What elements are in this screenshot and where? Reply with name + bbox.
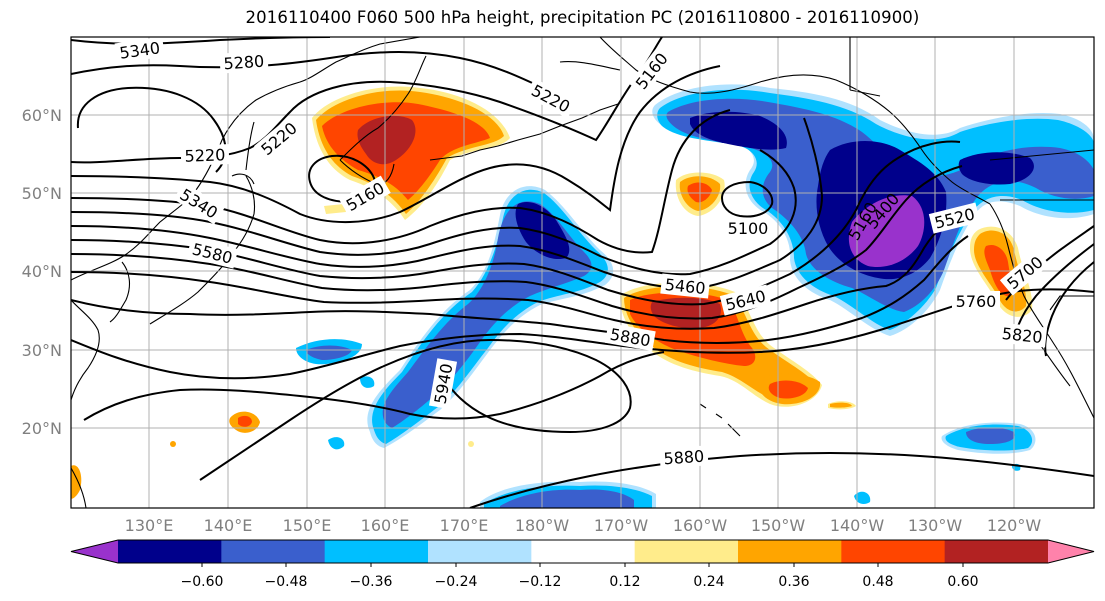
colorbar-cell: [531, 540, 636, 563]
colorbar-tick-label: 0.60: [947, 574, 978, 590]
colorbar-tick-label: 0.24: [693, 574, 724, 590]
precip-positive-small-spots: [71, 204, 856, 499]
colorbar-tick-label: −0.12: [519, 574, 562, 590]
lat-label-20n: 20°N: [22, 419, 62, 438]
contour-label: 5280: [223, 52, 265, 74]
colorbar-cell: [221, 540, 326, 563]
colorbar-outline: [70, 539, 1095, 564]
lat-label-40n: 40°N: [22, 262, 62, 281]
lon-label: 140°W: [830, 516, 885, 535]
colorbar-tick-label: 0.36: [778, 574, 809, 590]
precip-positive-kamchatka: [312, 86, 510, 220]
lon-label: 160°E: [361, 516, 410, 535]
colorbar-cell: [324, 540, 429, 563]
lon-label: 150°E: [283, 516, 332, 535]
colorbar-cells: [70, 539, 1095, 567]
contour-label: 5100: [728, 219, 769, 238]
colorbar-tick-label: 0.12: [609, 574, 640, 590]
longitude-labels: 130°E 140°E 150°E 160°E 170°E 180°W 170°…: [125, 516, 1042, 535]
colorbar-tick-label: −0.60: [181, 574, 224, 590]
contour-label: 5820: [1001, 324, 1043, 347]
lon-label: 130°E: [125, 516, 174, 535]
colorbar-tick-label: −0.48: [265, 574, 308, 590]
height-contours: [71, 37, 1094, 508]
contour-label: 5220: [184, 145, 225, 165]
lon-label: 130°W: [908, 516, 963, 535]
colorbar-cell: [118, 540, 222, 563]
precip-negative-band: [296, 186, 614, 450]
lat-label-50n: 50°N: [22, 184, 62, 203]
precip-positive-central: [620, 282, 822, 407]
colorbar-cell: [738, 540, 842, 563]
contour-label: 5460: [664, 275, 706, 298]
latitude-labels: 60°N 50°N 40°N 30°N 20°N: [22, 106, 62, 438]
colorbar-tick-label: −0.24: [435, 574, 478, 590]
lon-label: 160°W: [673, 516, 728, 535]
lon-label: 180°W: [515, 516, 570, 535]
lon-label: 120°W: [987, 516, 1042, 535]
colorbar-cell: [634, 540, 739, 563]
contour-label: 5880: [663, 447, 705, 469]
colorbar-cell: [944, 540, 1049, 563]
precip-negative-south: [480, 422, 1036, 508]
lon-label: 140°E: [204, 516, 253, 535]
lat-label-60n: 60°N: [22, 106, 62, 125]
colorbar: −0.60 −0.48 −0.36 −0.24 −0.12 0.12 0.24 …: [70, 539, 1095, 590]
map-content: 5340 5280 5220 5160 5220 5220: [71, 37, 1094, 508]
colorbar-extend-low: [71, 540, 118, 563]
lat-label-30n: 30°N: [22, 341, 62, 360]
lon-label: 170°W: [594, 516, 649, 535]
contour-label: 5760: [956, 292, 997, 311]
colorbar-cell: [428, 540, 532, 563]
colorbar-extend-high: [1048, 540, 1094, 563]
map-title: 2016110400 F060 500 hPa height, precipit…: [245, 8, 920, 27]
lon-label: 150°W: [751, 516, 806, 535]
colorbar-tick-label: −0.36: [350, 574, 393, 590]
lon-label: 170°E: [440, 516, 489, 535]
colorbar-labels: −0.60 −0.48 −0.36 −0.24 −0.12 0.12 0.24 …: [181, 574, 979, 590]
colorbar-cell: [841, 540, 946, 563]
map-frame: [70, 36, 1095, 509]
colorbar-tick-label: 0.48: [862, 574, 893, 590]
precip-negative-northeast: [652, 84, 1094, 336]
